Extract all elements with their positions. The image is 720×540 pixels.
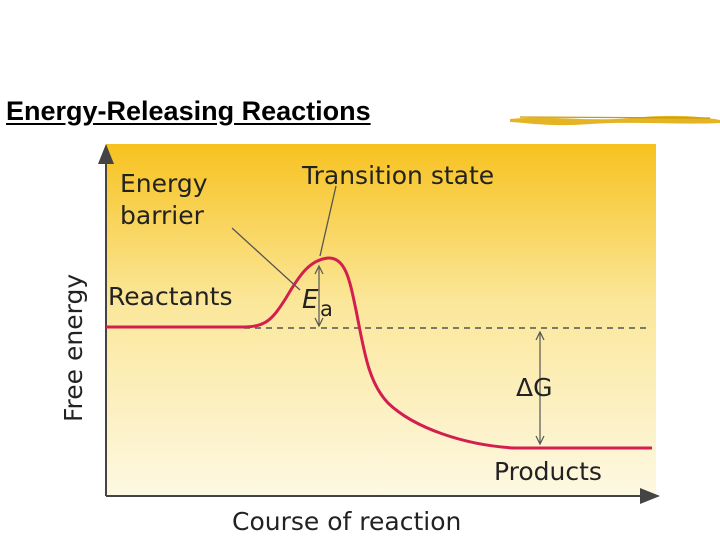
plot-background [106,144,656,496]
transition-state-label: Transition state [301,161,494,190]
ea-subscript: a [320,297,333,321]
energy-barrier-label-line1: Energy [120,169,208,198]
energy-barrier-label-line2: barrier [120,201,205,230]
ea-arrow-top-head [314,264,324,275]
reactants-label: Reactants [108,282,233,311]
delta-g-arrow-top-head [535,330,545,341]
products-label: Products [494,457,602,486]
energy-curve [106,256,652,450]
y-axis-label: Free energy [59,274,88,422]
energy-barrier-pointer [231,227,301,291]
x-axis-label: Course of reaction [232,507,461,536]
delta-g-arrow-bottom-head [535,435,545,446]
transition-state-pointer [319,185,337,257]
delta-g-label: ΔG [516,373,552,402]
energy-diagram: Energy barrier Transition state Reactant… [59,144,660,536]
ea-arrow-bottom-head [314,317,324,328]
slide-title: Energy-Releasing Reactions [6,96,371,126]
title-underline-decoration [510,115,720,126]
ea-label: E [302,285,319,315]
